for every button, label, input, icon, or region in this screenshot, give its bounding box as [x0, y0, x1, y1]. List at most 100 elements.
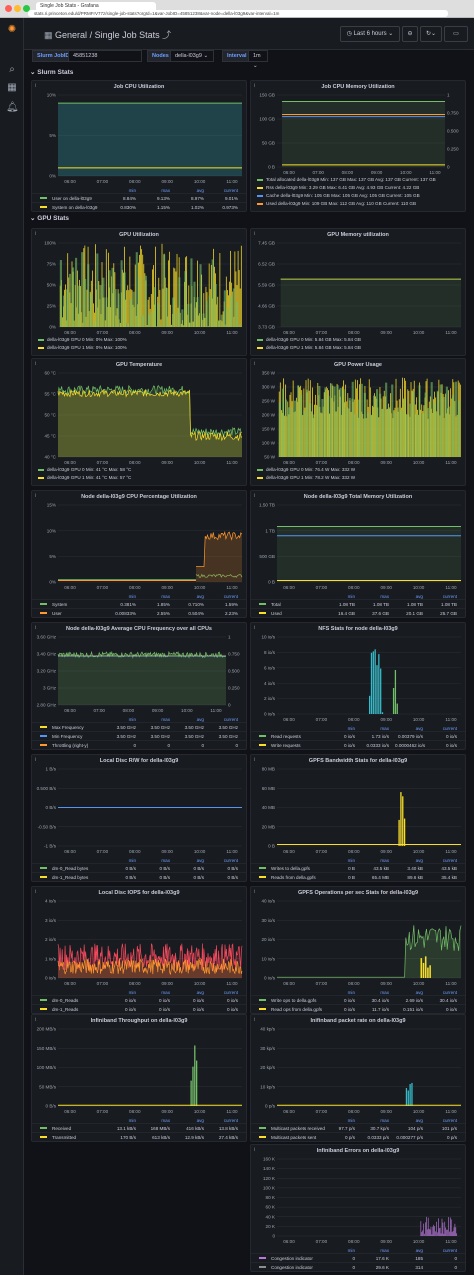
interval-select[interactable]: 1m ⌄ [248, 50, 268, 69]
legend-col-current[interactable]: current [442, 726, 457, 731]
panel-info-icon[interactable]: i [254, 1147, 256, 1153]
legend-item[interactable]: dm-0_Read bytes 0 B/s 0 B/s 0 B/s 0 B/s [32, 863, 246, 872]
panel-info-icon[interactable]: i [35, 361, 37, 367]
legend-col-min[interactable]: min [128, 990, 136, 995]
legend-col-max[interactable]: max [161, 990, 170, 995]
legend-item[interactable]: Total 1.08 TB 1.08 TB 1.08 TB 1.08 TB [251, 599, 465, 608]
legend-item[interactable]: Min Frequency 3.50 GHz 3.50 GHz 3.50 GHz 3.5… [32, 731, 246, 740]
panel-title[interactable]: GPU Temperature [115, 362, 163, 368]
legend-col-min[interactable]: min [347, 1248, 355, 1253]
legend-col-min[interactable]: min [128, 1118, 136, 1123]
panel-p1[interactable]: i Job CPU Utilization 10% 5% 0% 06:00 07:00 08:… [31, 80, 247, 212]
time-range-picker[interactable]: ◷ Last 6 hours ⌄ [340, 26, 400, 42]
legend-col-current[interactable]: current [442, 1248, 457, 1253]
panel-info-icon[interactable]: i [254, 361, 256, 367]
legend-item[interactable]: Rss della-l03g9 Min: 3.29 GB Max: 6.41 G… [257, 185, 465, 193]
legend-col-max[interactable]: max [161, 1118, 170, 1123]
panel-title[interactable]: Infiniband Throughput on della-l03g9 [90, 1018, 188, 1024]
maximize-window-icon[interactable] [23, 5, 30, 12]
legend-header[interactable]: min max avg current [251, 724, 465, 731]
legend-col-max[interactable]: max [161, 188, 170, 193]
legend-col-current[interactable]: current [442, 990, 457, 995]
row-header-slurm[interactable]: ⌄ Slurm Stats [30, 68, 73, 76]
legend-col-current[interactable]: current [223, 594, 238, 599]
legend-item[interactable]: della-l03g9 GPU 1 Min: 0% Max: 100% [38, 345, 246, 353]
legend-item[interactable]: Congestion indicator 0 17.6 K 185 0 [251, 1253, 465, 1262]
view-mode-button[interactable]: ▭ [444, 26, 468, 42]
legend-header[interactable]: min max avg current [32, 186, 246, 193]
legend-item[interactable]: Multicast packets received 97.7 p/s 30.7 k… [251, 1123, 465, 1132]
grafana-logo-icon[interactable]: ✺ [7, 24, 17, 35]
panel-info-icon[interactable]: i [254, 625, 256, 631]
legend-header[interactable]: min max avg current [251, 1246, 465, 1253]
legend-col-min[interactable]: min [128, 858, 136, 863]
panel-info-icon[interactable]: i [254, 493, 256, 499]
legend-item[interactable]: dm-1_Reads 0 io/s 0 io/s 0 io/s 0 io/s [32, 1004, 246, 1013]
legend-col-current[interactable]: current [442, 858, 457, 863]
legend-col-min[interactable]: min [347, 990, 355, 995]
address-bar[interactable]: stats.ri.princeton.edu/d/PRMFrV77z/singl… [28, 10, 448, 17]
legend-col-avg[interactable]: avg [415, 990, 423, 995]
panel-p11[interactable]: i Local Disc R/W for della-l03g9 1 B/s 0.50… [31, 754, 247, 882]
legend-item[interactable]: della-l03g9 GPU 0 Min: 5.84 GB Max: 5.84… [257, 337, 465, 345]
panel-info-icon[interactable]: i [35, 83, 37, 89]
legend-header[interactable]: min max avg current [32, 592, 246, 599]
legend-col-avg[interactable]: avg [415, 594, 423, 599]
legend-header[interactable]: min max avg current [251, 856, 465, 863]
panel-p12[interactable]: i GPFS Bandwidth Stats for della-l03g9 80 … [250, 754, 466, 882]
panel-title[interactable]: Inifinband packet rate on della-l03g9 [310, 1018, 406, 1024]
legend-col-min[interactable]: min [347, 726, 355, 731]
panel-info-icon[interactable]: i [254, 757, 256, 763]
panel-title[interactable]: GPU Utilization [119, 232, 159, 238]
legend-col-current[interactable]: current [442, 594, 457, 599]
legend-header[interactable]: min max avg current [251, 988, 465, 995]
legend-col-avg[interactable]: avg [415, 1118, 423, 1123]
legend-item[interactable]: Multicast packets sent 0 p/s 0.0333 p/s 0.0… [251, 1132, 465, 1141]
legend-header[interactable]: min max avg current [32, 1116, 246, 1123]
legend-item[interactable]: della-l03g9 GPU 0 Min: 76.4 W Max: 332 W [257, 467, 465, 475]
legend-header[interactable]: min max avg current [32, 856, 246, 863]
legend-col-avg[interactable]: avg [196, 858, 204, 863]
panel-info-icon[interactable]: i [35, 625, 37, 631]
legend-col-avg[interactable]: avg [196, 594, 204, 599]
legend-col-avg[interactable]: avg [415, 1248, 423, 1253]
legend-item[interactable]: User on della-l03g9 8.84% 9.13% 8.97% 9.01% [32, 193, 246, 202]
panel-p16[interactable]: i Inifinband packet rate on della-l03g9 40… [250, 1014, 466, 1142]
legend-header[interactable]: min max avg current [32, 715, 246, 722]
nodes-select[interactable]: della-l03g9 ⌄ [170, 50, 214, 62]
legend-col-current[interactable]: current [223, 858, 238, 863]
legend-item[interactable]: Read ops from della.gpfs 0 io/s 11.7 io/s 0… [251, 1004, 465, 1013]
legend-item[interactable]: Read requests 0 io/s 1.73 io/s 0.00379 io/s… [251, 731, 465, 740]
panel-title[interactable]: GPU Memory utilization [327, 232, 389, 238]
panel-title[interactable]: Node della-l03g9 Average CPU Frequency o… [65, 626, 212, 632]
panel-p17[interactable]: i Infiniband Errors on della-l03g9 160 K 14… [250, 1144, 466, 1272]
browser-tab[interactable]: Single Job Stats - Grafana [36, 2, 156, 10]
legend-item[interactable]: User 0.00833% 2.55% 0.504% 2.23% [32, 608, 246, 617]
legend-item[interactable]: della-l03g9 GPU 1 Min: 5.84 GB Max: 5.84… [257, 345, 465, 353]
legend-col-current[interactable]: current [223, 717, 238, 722]
legend-item[interactable]: dm-1_Read bytes 0 B/s 0 B/s 0 B/s 0 B/s [32, 872, 246, 881]
legend-header[interactable]: min max avg current [32, 988, 246, 995]
legend-col-current[interactable]: current [223, 1118, 238, 1123]
page-title[interactable]: Single Job Stats [94, 30, 160, 40]
panel-p14[interactable]: i GPFS Operations per sec Stats for della… [250, 886, 466, 1014]
legend-item[interactable]: Write requests 0 io/s 0.0333 io/s 0.0000462… [251, 740, 465, 749]
breadcrumb-section[interactable]: General [55, 30, 88, 40]
legend-col-max[interactable]: max [380, 726, 389, 731]
row-header-gpu[interactable]: ⌄ GPU Stats [30, 214, 69, 222]
legend-col-min[interactable]: min [347, 858, 355, 863]
legend-header[interactable]: min max avg current [251, 1116, 465, 1123]
legend-item[interactable]: Total allocated della-l03g9 Min: 137 GB … [257, 177, 465, 185]
panel-p10[interactable]: i NFS Stats for node della-l03g9 10 io/s 8 … [250, 622, 466, 750]
legend-item[interactable]: Reads from della.gpfs 0 B 65.4 MB 89.6 kB 35… [251, 872, 465, 881]
legend-col-current[interactable]: current [442, 1118, 457, 1123]
panel-info-icon[interactable]: i [35, 1017, 37, 1023]
legend-col-max[interactable]: max [380, 990, 389, 995]
legend-item[interactable]: Writes to della.gpfs 0 B 43.5 kB 3.40 kB 43.… [251, 863, 465, 872]
legend-item[interactable]: Used 16.4 GB 37.6 GB 20.1 GB 25.7 GB [251, 608, 465, 617]
jobid-input[interactable]: 45851238 [68, 50, 142, 62]
panel-title[interactable]: GPFS Bandwidth Stats for della-l03g9 [308, 758, 408, 764]
legend-col-max[interactable]: max [380, 858, 389, 863]
legend-item[interactable]: Cache della-l03g9 Min: 105 GB Max: 105 G… [257, 193, 465, 201]
legend-col-current[interactable]: current [223, 990, 238, 995]
